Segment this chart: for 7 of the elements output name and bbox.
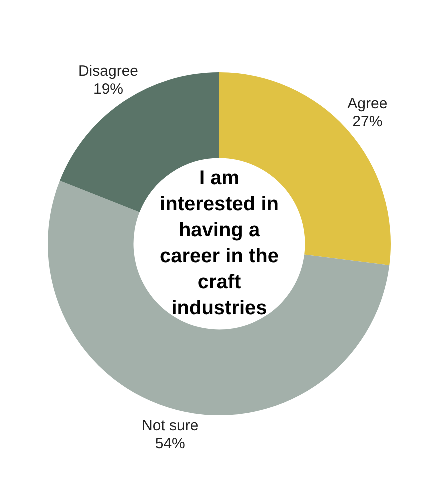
slice-label: Not sure [142, 417, 199, 434]
text: I am interested in having a career in the craft industries [160, 168, 279, 320]
data-label: 19% [93, 80, 124, 98]
slice-label: Disagree [78, 62, 139, 80]
slice-label: Agree [348, 96, 388, 113]
data-label: 54% [155, 435, 186, 452]
data-label: 27% [352, 114, 383, 131]
